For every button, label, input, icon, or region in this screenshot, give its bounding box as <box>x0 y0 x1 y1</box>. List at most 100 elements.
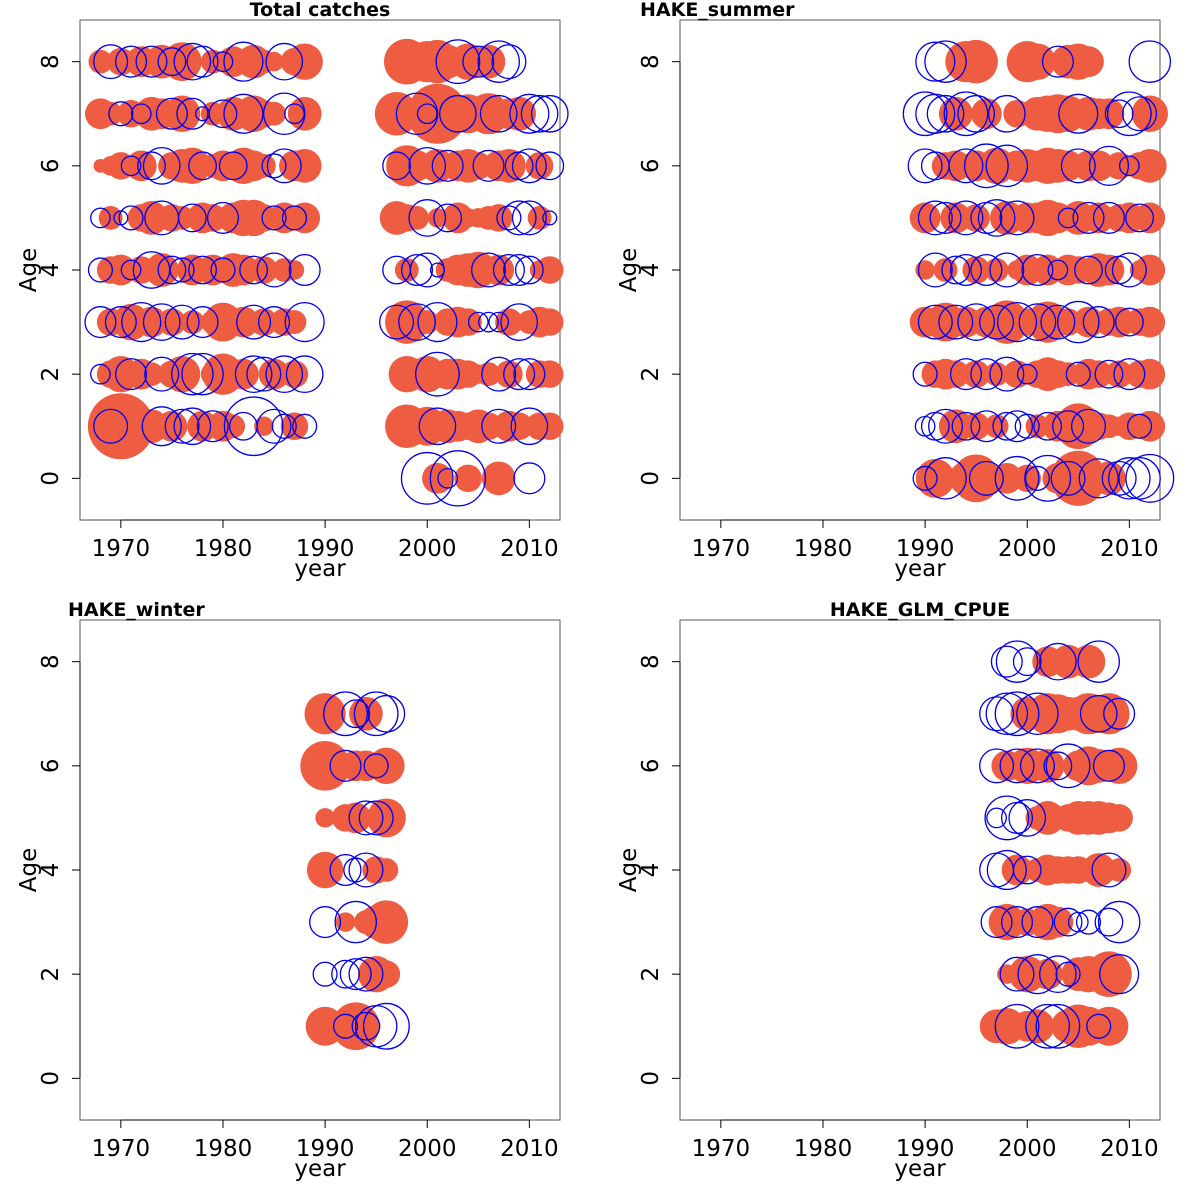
bubble-negative <box>1114 307 1144 337</box>
bubble-negative <box>382 151 412 181</box>
bubble-negative <box>1075 909 1102 935</box>
bubble-negative <box>994 455 1040 501</box>
bubble-negative <box>1052 410 1085 443</box>
bubble-positive <box>374 858 399 882</box>
bubble-negative <box>926 94 965 133</box>
bubble-negative <box>1077 640 1121 683</box>
bubble-negative <box>1082 306 1115 339</box>
bubble-positive <box>454 464 482 493</box>
bubble-negative <box>223 396 284 457</box>
bubble-negative <box>137 151 166 181</box>
bubble-negative <box>1041 45 1074 78</box>
bubble-positive <box>1088 693 1130 735</box>
bubble-negative <box>478 311 499 333</box>
bubble-negative <box>989 252 1025 288</box>
bubble-positive <box>372 960 401 988</box>
bubble-negative <box>433 203 463 233</box>
bubble-negative <box>400 451 454 505</box>
bubble-negative <box>1072 201 1105 234</box>
bubble-negative <box>236 304 272 340</box>
y-tick-label: 0 <box>638 471 664 486</box>
bubble-negative <box>135 45 168 78</box>
bubble-positive <box>349 696 383 731</box>
bubble-negative <box>970 358 1003 391</box>
bubble-positive <box>536 412 564 441</box>
bubble-negative <box>924 40 967 83</box>
bubble-negative <box>1047 259 1069 281</box>
bubble-negative <box>234 355 273 394</box>
bubble-negative <box>994 691 1040 737</box>
bubble-negative <box>488 311 510 333</box>
bubble-negative <box>980 906 1013 939</box>
bubble-negative <box>1094 907 1124 937</box>
bubble-negative <box>990 645 1023 678</box>
bubble-negative <box>408 146 447 185</box>
bubble-negative <box>1074 255 1103 285</box>
y-tick-label: 8 <box>638 654 664 669</box>
bubble-negative <box>987 94 1026 133</box>
bubble-positive <box>536 308 564 336</box>
bubble-negative <box>1099 954 1140 995</box>
bubble-negative <box>914 415 936 437</box>
bubble-negative <box>912 465 938 491</box>
bubble-positive <box>289 202 321 234</box>
x-tick-label: 1980 <box>794 1136 853 1162</box>
x-axis-label: year <box>294 556 346 582</box>
bubble-negative <box>1024 465 1051 491</box>
bubble-positive <box>988 903 1026 941</box>
bubble-negative <box>1101 460 1137 496</box>
bubble-negative <box>115 45 148 78</box>
bubble-negative <box>118 205 144 231</box>
bubble-negative <box>186 45 219 78</box>
bubble-negative <box>281 205 308 231</box>
bubble-positive <box>280 360 309 388</box>
bubble-positive <box>915 260 935 280</box>
bubble-negative <box>351 1011 381 1041</box>
bubble-negative <box>1016 363 1038 385</box>
bubble-negative <box>323 691 368 737</box>
bubble-negative <box>363 753 389 779</box>
bubble-positive <box>970 98 1002 130</box>
bubble-negative <box>501 200 537 236</box>
bubble-negative <box>261 205 287 231</box>
bubble-negative <box>1021 906 1054 939</box>
bubble-negative <box>1097 900 1141 944</box>
bubble-negative <box>331 959 360 989</box>
bubble-negative <box>395 92 439 136</box>
bubble-positive <box>481 461 516 496</box>
bubble-negative <box>979 304 1015 340</box>
x-tick-label: 1990 <box>896 1136 955 1162</box>
bubble-negative <box>115 358 148 391</box>
y-tick-label: 2 <box>38 367 64 382</box>
bubble-negative <box>329 853 362 887</box>
bubble-negative <box>1103 697 1136 730</box>
bubble-negative <box>999 956 1035 992</box>
bubble-negative <box>1128 40 1172 83</box>
bubble-positive <box>941 360 970 388</box>
bubble-positive <box>1032 958 1064 990</box>
bubble-negative <box>1092 749 1125 782</box>
bubble-negative <box>431 149 464 182</box>
y-tick-label: 0 <box>638 1071 664 1086</box>
bubble-negative <box>188 151 217 181</box>
x-tick-label: 1970 <box>692 536 751 562</box>
bubble-negative <box>509 93 550 134</box>
bubble-negative <box>1012 647 1042 677</box>
bubble-negative <box>439 94 477 133</box>
bubble-negative <box>503 358 536 391</box>
bubble-negative <box>1118 155 1140 177</box>
panel-4: HAKE_GLM_CPUE 1970 1980 1990 2000 2010 year 0 2 4… <box>616 599 1161 1182</box>
bubble-negative <box>1016 692 1059 736</box>
bubble-positive <box>1030 748 1065 783</box>
bubble-negative <box>87 257 113 283</box>
x-tick-label: 2010 <box>500 1136 559 1162</box>
bubble-positive <box>1134 358 1166 390</box>
bubble-negative <box>208 99 238 129</box>
bubble-negative <box>511 148 547 184</box>
bubble-positive <box>254 416 274 436</box>
bubble-positive <box>250 308 278 336</box>
bubble-negative <box>285 355 324 394</box>
bubble-negative <box>1125 453 1175 503</box>
bubble-negative <box>84 306 117 339</box>
bubble-negative <box>467 311 489 333</box>
